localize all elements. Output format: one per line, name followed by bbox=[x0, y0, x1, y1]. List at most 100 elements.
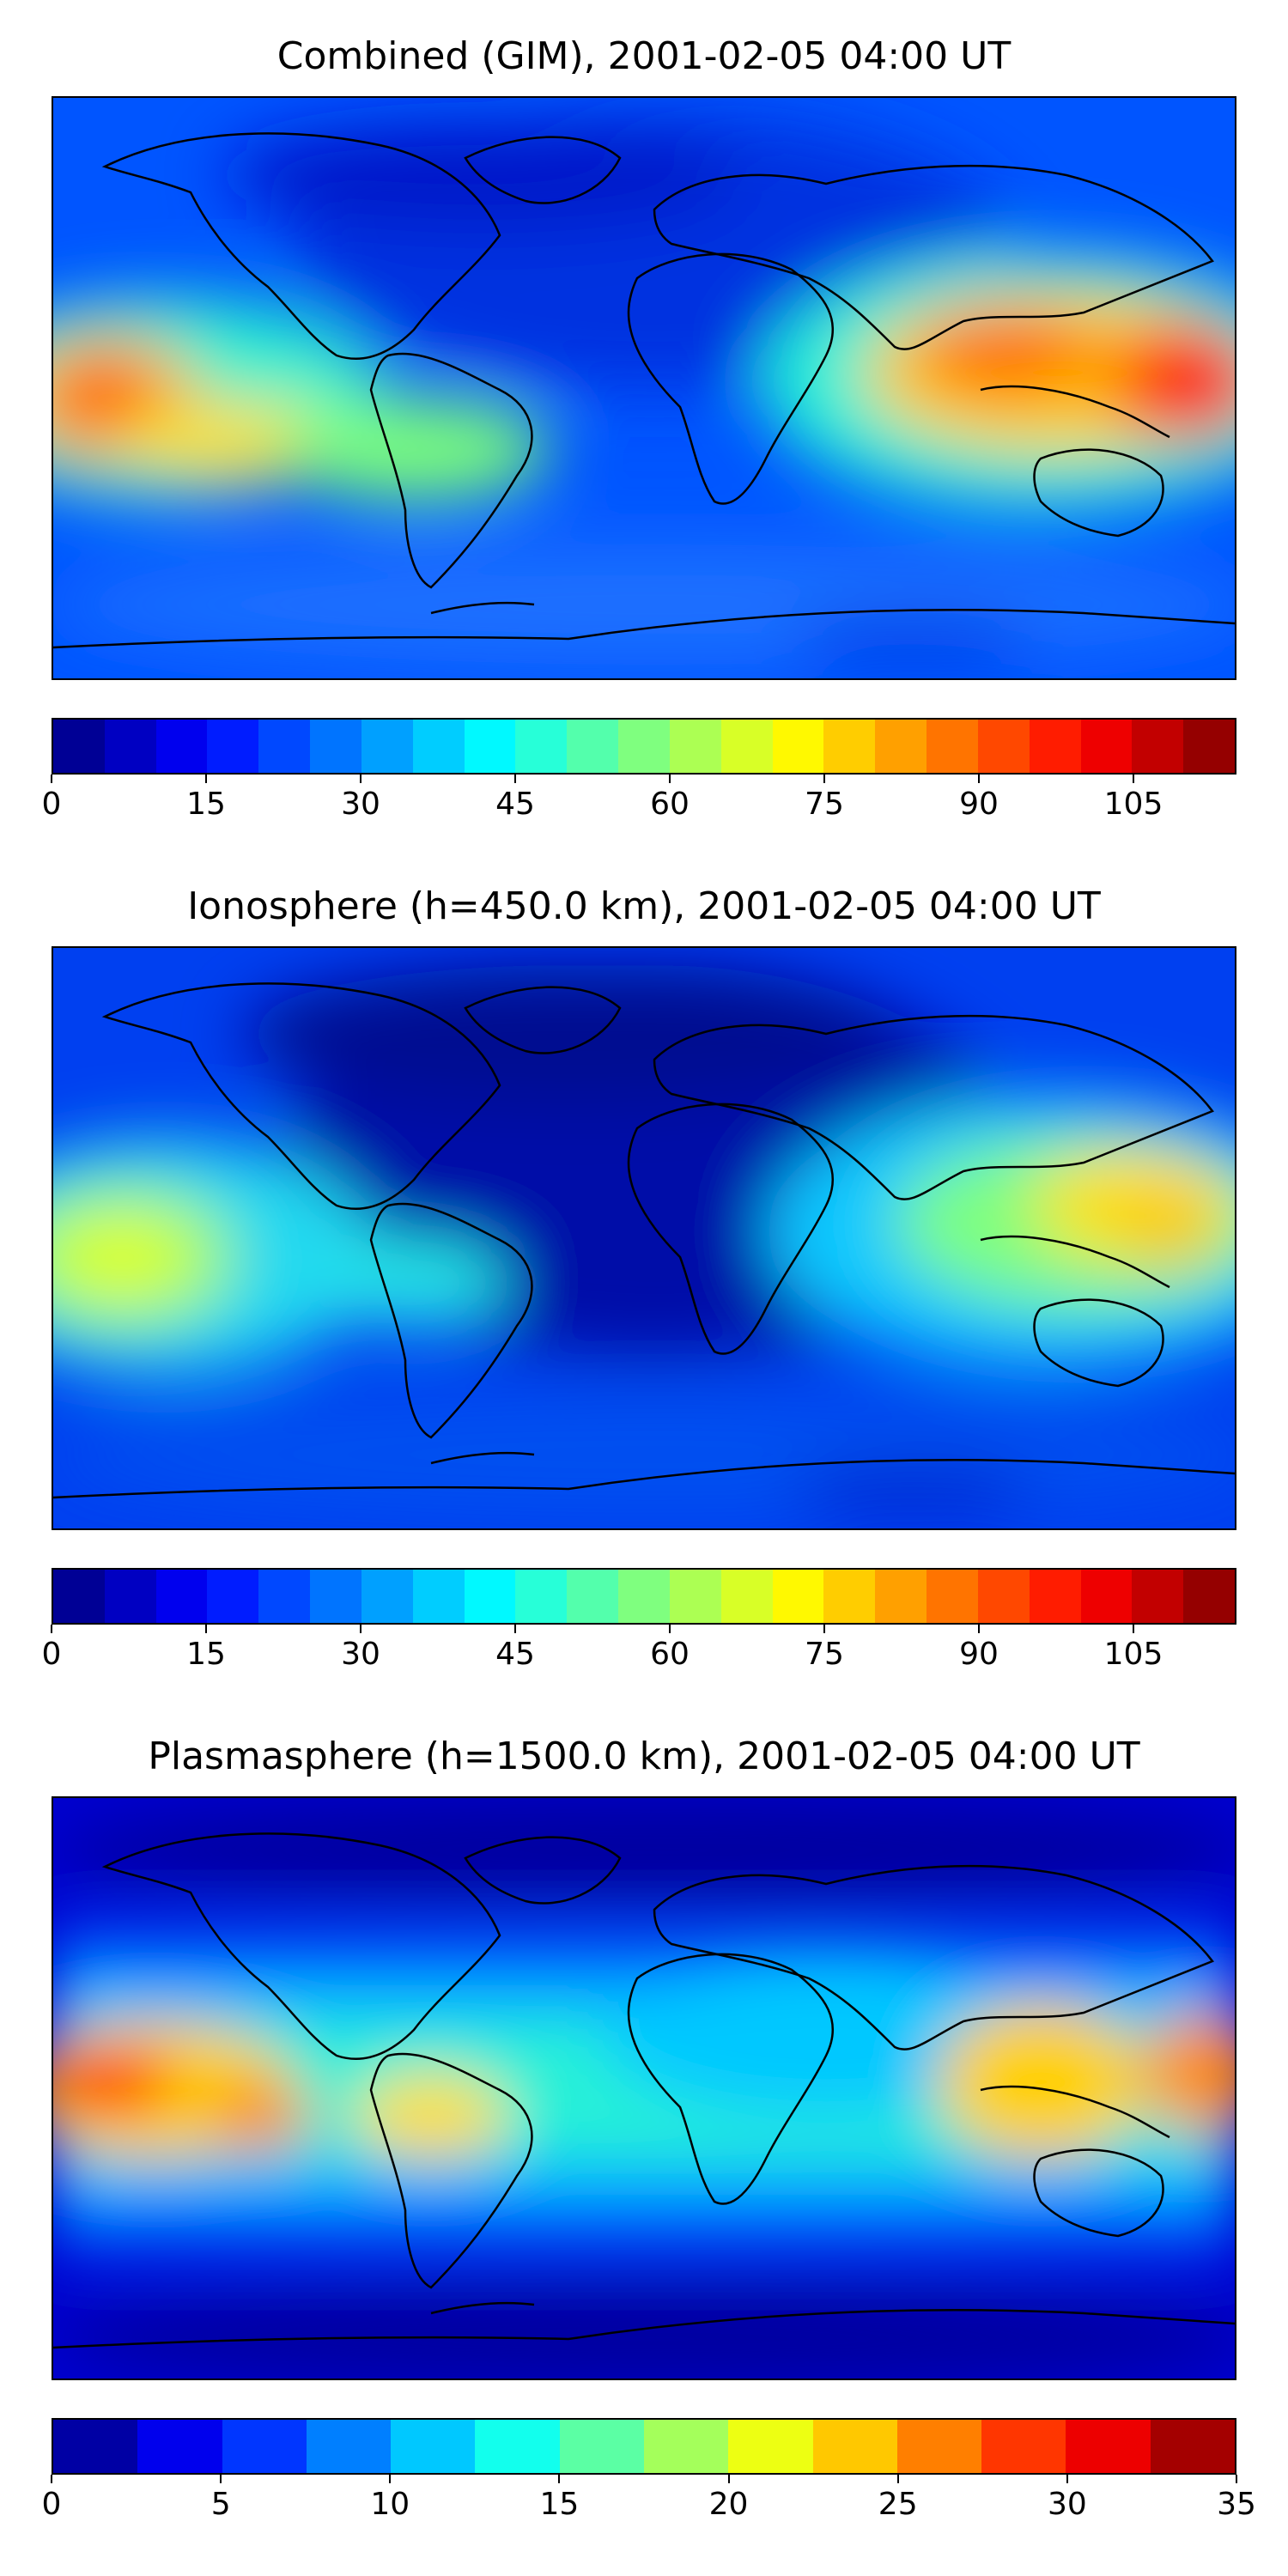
colorbar-tick-mark bbox=[978, 1625, 980, 1633]
colorbar-segment bbox=[720, 720, 773, 773]
colorbar-segment bbox=[155, 720, 208, 773]
colorbar-segment bbox=[981, 2420, 1066, 2473]
colorbar-segment bbox=[720, 1570, 773, 1623]
colorbar-tick-mark bbox=[1066, 2475, 1068, 2483]
colorbar-segment bbox=[515, 1570, 568, 1623]
colorbar-tick-mark bbox=[389, 2475, 392, 2483]
colorbar-segment bbox=[1080, 720, 1133, 773]
colorbar-tick-label: 0 bbox=[41, 2487, 62, 2522]
colorbar-segment bbox=[567, 720, 619, 773]
colorbar-segment bbox=[464, 1570, 516, 1623]
colorbar-tick-label: 30 bbox=[341, 787, 380, 822]
colorbar-segment bbox=[669, 720, 721, 773]
colorbar-segment bbox=[1029, 720, 1081, 773]
colorbar-segment bbox=[669, 1570, 721, 1623]
colorbar-segment bbox=[258, 1570, 311, 1623]
colorbar-segment bbox=[104, 1570, 156, 1623]
colorbar-segment bbox=[53, 1570, 105, 1623]
colorbar-ionosphere bbox=[52, 1568, 1236, 1625]
colorbar-tick-mark bbox=[51, 1625, 52, 1633]
colorbar-segment bbox=[1132, 1570, 1184, 1623]
colorbar-tick-label: 90 bbox=[959, 1637, 999, 1672]
colorbar-segment bbox=[137, 2420, 222, 2473]
colorbar-segment bbox=[1150, 2420, 1235, 2473]
colorbar-segment bbox=[310, 720, 361, 773]
colorbar-tick-mark bbox=[823, 775, 825, 783]
colorbar-segment bbox=[823, 720, 876, 773]
colorbar-tick-label: 90 bbox=[959, 787, 999, 822]
colorbar-segment bbox=[927, 720, 978, 773]
colorbar-combined bbox=[52, 718, 1236, 775]
colorbar-segment bbox=[104, 720, 156, 773]
colorbar-segment bbox=[1183, 720, 1236, 773]
map-canvas-ionosphere bbox=[53, 948, 1235, 1528]
colorbar-segment bbox=[875, 720, 927, 773]
colorbar-tick-mark bbox=[823, 1625, 825, 1633]
colorbar-segment bbox=[977, 1570, 1030, 1623]
colorbar-tick-label: 5 bbox=[210, 2487, 231, 2522]
colorbar-tick-mark bbox=[514, 1625, 516, 1633]
colorbar-segment bbox=[207, 1570, 259, 1623]
map-combined bbox=[52, 96, 1236, 680]
colorbar-segment bbox=[559, 2420, 644, 2473]
colorbar-tick-label: 45 bbox=[495, 1637, 535, 1672]
colorbar-tick-label: 60 bbox=[650, 1637, 690, 1672]
colorbar-tick-label: 15 bbox=[539, 2487, 580, 2522]
colorbar-tick-mark bbox=[669, 1625, 671, 1633]
colorbar-tick-mark bbox=[1133, 775, 1134, 783]
colorbar-segment bbox=[53, 720, 105, 773]
colorbar-tick-mark bbox=[978, 775, 980, 783]
coastlines bbox=[53, 132, 1235, 649]
colorbar-segment bbox=[1132, 720, 1184, 773]
colorbar-tick-mark bbox=[51, 775, 52, 783]
map-plasmasphere bbox=[52, 1796, 1236, 2380]
colorbar-tick-mark bbox=[896, 2475, 899, 2483]
colorbar-tick-label: 15 bbox=[186, 1637, 226, 1672]
colorbar-segment bbox=[643, 2420, 729, 2473]
colorbar-tick-mark bbox=[669, 775, 671, 783]
colorbar-tick-mark bbox=[1133, 1625, 1134, 1633]
colorbar-segment bbox=[53, 2420, 138, 2473]
colorbar-segment bbox=[772, 720, 824, 773]
colorbar-tick-mark bbox=[51, 2475, 52, 2483]
colorbar-segment bbox=[1066, 2420, 1151, 2473]
colorbar-tick-mark bbox=[514, 775, 516, 783]
colorbar-segment bbox=[567, 1570, 619, 1623]
panel-title-ionosphere: Ionosphere (h=450.0 km), 2001-02-05 04:0… bbox=[187, 884, 1101, 928]
colorbar-tick-mark bbox=[727, 2475, 730, 2483]
colorbar-segment bbox=[1029, 1570, 1081, 1623]
colorbar-segment bbox=[361, 720, 413, 773]
colorbar-tick-mark bbox=[360, 775, 361, 783]
colorbar-segment bbox=[1183, 1570, 1236, 1623]
colorbar-segment bbox=[728, 2420, 813, 2473]
colorbar-tick-mark bbox=[558, 2475, 561, 2483]
colorbar-segment bbox=[977, 720, 1030, 773]
colorbar-tick-label: 0 bbox=[41, 1637, 62, 1672]
colorbar-segment bbox=[812, 2420, 897, 2473]
colorbar-segment bbox=[618, 1570, 670, 1623]
colorbar-tick-label: 20 bbox=[708, 2487, 749, 2522]
colorbar-tick-label: 0 bbox=[41, 787, 62, 822]
colorbar-segment bbox=[823, 1570, 876, 1623]
colorbar-tick-mark bbox=[1236, 2475, 1237, 2483]
coastlines bbox=[53, 1832, 1235, 2349]
colorbar-segment bbox=[875, 1570, 927, 1623]
colorbar-tick-label: 30 bbox=[1047, 2487, 1087, 2522]
colorbar-tick-label: 10 bbox=[370, 2487, 410, 2522]
colorbar-tick-label: 30 bbox=[341, 1637, 380, 1672]
map-ionosphere bbox=[52, 946, 1236, 1530]
colorbar-tick-label: 75 bbox=[805, 1637, 844, 1672]
colorbar-segment bbox=[515, 720, 568, 773]
colorbar-segment bbox=[310, 1570, 361, 1623]
colorbar-tick-label: 15 bbox=[186, 787, 226, 822]
panel-title-combined: Combined (GIM), 2001-02-05 04:00 UT bbox=[276, 34, 1012, 78]
colorbar-tick-label: 75 bbox=[805, 787, 844, 822]
colorbar-tick-label: 105 bbox=[1103, 1637, 1163, 1672]
colorbar-plasmasphere bbox=[52, 2418, 1236, 2475]
colorbar-segment bbox=[772, 1570, 824, 1623]
colorbar-tick-label: 25 bbox=[878, 2487, 918, 2522]
colorbar-segment bbox=[412, 720, 465, 773]
colorbar-segment bbox=[464, 720, 516, 773]
panel-title-plasmasphere: Plasmasphere (h=1500.0 km), 2001-02-05 0… bbox=[148, 1735, 1140, 1778]
colorbar-tick-label: 35 bbox=[1217, 2487, 1256, 2522]
